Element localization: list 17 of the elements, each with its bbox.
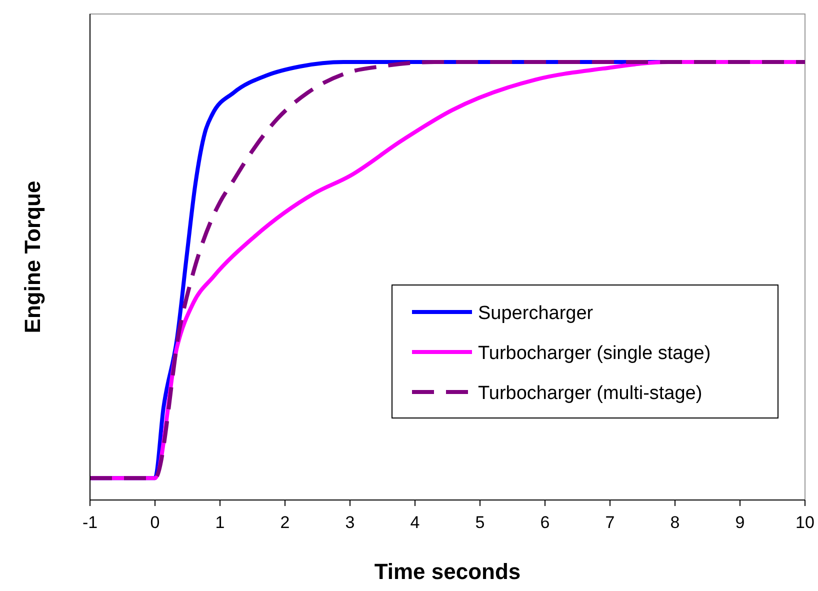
y-axis-title: Engine Torque <box>20 180 45 334</box>
x-tick-label: 6 <box>540 513 550 532</box>
legend-label: Supercharger <box>478 303 594 324</box>
legend-label: Turbocharger (single stage) <box>478 343 711 364</box>
x-axis-title: Time seconds <box>374 559 521 584</box>
x-tick-label: 3 <box>345 513 355 532</box>
x-tick-label: 1 <box>215 513 225 532</box>
x-tick-label: 4 <box>410 513 420 532</box>
x-tick-label: 7 <box>605 513 615 532</box>
x-tick-label: 8 <box>670 513 680 532</box>
x-tick-label: -1 <box>82 513 98 532</box>
x-tick-label: 10 <box>796 513 814 532</box>
x-tick-label: 5 <box>475 513 485 532</box>
x-tick-label: 2 <box>280 513 290 532</box>
legend-label: Turbocharger (multi-stage) <box>478 383 702 404</box>
x-tick-label: 9 <box>735 513 745 532</box>
x-tick-label: 0 <box>150 513 160 532</box>
